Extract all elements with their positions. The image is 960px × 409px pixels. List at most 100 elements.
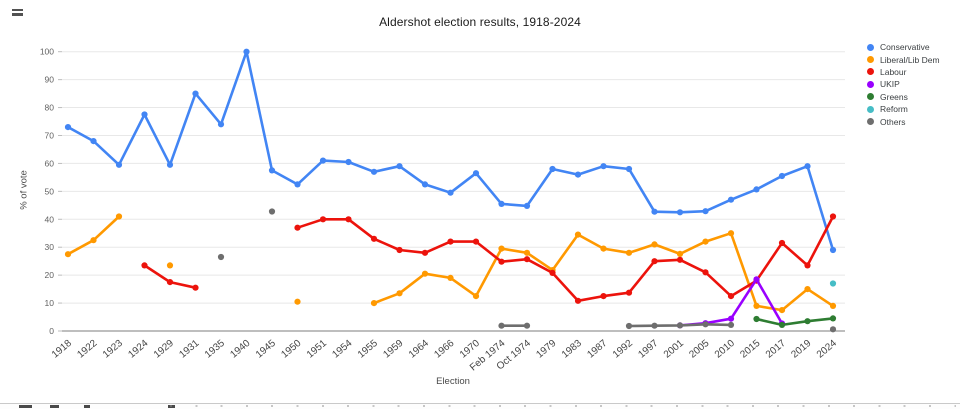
x-tick-label: 2010 — [713, 338, 737, 361]
data-point-conservative[interactable] — [319, 157, 327, 164]
data-point-others[interactable] — [702, 321, 709, 328]
data-point-others[interactable] — [625, 322, 633, 330]
data-point-conservative[interactable] — [829, 246, 837, 254]
data-point-conservative[interactable] — [600, 163, 607, 170]
data-point-labour[interactable] — [676, 256, 684, 263]
data-point-greens[interactable] — [829, 315, 837, 322]
data-point-others[interactable] — [268, 208, 276, 215]
data-point-ukip[interactable] — [753, 276, 760, 283]
data-point-conservative[interactable] — [64, 124, 72, 131]
data-point-labour[interactable] — [472, 238, 480, 245]
data-point-labour[interactable] — [727, 293, 735, 300]
data-point-liberal-lib-dem[interactable] — [370, 300, 378, 307]
data-point-others[interactable] — [676, 322, 684, 329]
data-point-conservative[interactable] — [498, 200, 505, 207]
data-point-conservative[interactable] — [396, 163, 403, 170]
data-point-labour[interactable] — [702, 269, 709, 276]
data-point-labour[interactable] — [192, 284, 199, 291]
data-point-labour[interactable] — [804, 262, 811, 269]
data-point-conservative[interactable] — [523, 202, 531, 209]
data-point-liberal-lib-dem[interactable] — [64, 251, 72, 258]
data-point-conservative[interactable] — [192, 90, 199, 97]
data-point-liberal-lib-dem[interactable] — [90, 237, 97, 244]
data-point-reform[interactable] — [829, 280, 837, 287]
data-point-liberal-lib-dem[interactable] — [166, 262, 174, 269]
data-point-liberal-lib-dem[interactable] — [472, 293, 480, 300]
data-point-greens[interactable] — [778, 321, 786, 328]
data-point-liberal-lib-dem[interactable] — [702, 238, 709, 245]
data-point-liberal-lib-dem[interactable] — [294, 298, 301, 305]
data-point-liberal-lib-dem[interactable] — [651, 241, 658, 248]
data-point-conservative[interactable] — [115, 161, 123, 168]
data-point-liberal-lib-dem[interactable] — [676, 250, 684, 257]
data-point-conservative[interactable] — [753, 186, 760, 193]
data-point-others[interactable] — [651, 322, 658, 329]
data-point-liberal-lib-dem[interactable] — [498, 245, 505, 252]
data-point-conservative[interactable] — [447, 189, 454, 196]
data-point-conservative[interactable] — [702, 208, 709, 215]
data-point-liberal-lib-dem[interactable] — [727, 230, 735, 237]
data-point-conservative[interactable] — [778, 172, 786, 180]
x-tick-label: 1945 — [254, 338, 278, 361]
data-point-conservative[interactable] — [294, 181, 301, 188]
data-point-labour[interactable] — [319, 216, 327, 223]
data-point-conservative[interactable] — [243, 48, 250, 55]
y-tick-label: 0 — [49, 326, 54, 336]
data-point-conservative[interactable] — [472, 170, 480, 177]
data-point-liberal-lib-dem[interactable] — [829, 302, 837, 309]
data-point-greens[interactable] — [753, 315, 760, 323]
data-point-labour[interactable] — [166, 279, 174, 286]
data-point-conservative[interactable] — [268, 167, 276, 174]
data-point-conservative[interactable] — [141, 111, 148, 118]
data-point-conservative[interactable] — [345, 158, 352, 166]
data-point-ukip[interactable] — [727, 315, 735, 322]
data-point-conservative[interactable] — [676, 209, 684, 216]
data-point-labour[interactable] — [523, 256, 531, 263]
data-point-labour[interactable] — [574, 297, 582, 304]
data-point-labour[interactable] — [829, 213, 837, 220]
data-point-labour[interactable] — [600, 293, 607, 300]
data-point-conservative[interactable] — [90, 138, 97, 145]
data-point-labour[interactable] — [625, 289, 633, 296]
data-point-conservative[interactable] — [625, 165, 633, 173]
data-point-labour[interactable] — [421, 249, 429, 256]
data-point-labour[interactable] — [498, 258, 505, 265]
series-line-conservative — [66, 50, 835, 252]
data-point-labour[interactable] — [345, 216, 352, 223]
data-point-conservative[interactable] — [166, 161, 174, 168]
data-point-others[interactable] — [523, 322, 531, 329]
data-point-labour[interactable] — [294, 224, 301, 231]
data-point-others[interactable] — [727, 321, 735, 328]
data-point-labour[interactable] — [396, 246, 403, 254]
data-point-conservative[interactable] — [651, 208, 658, 215]
data-point-liberal-lib-dem[interactable] — [523, 249, 531, 256]
data-point-conservative[interactable] — [217, 121, 225, 128]
data-point-conservative[interactable] — [549, 165, 556, 173]
data-point-others[interactable] — [829, 326, 837, 333]
data-point-liberal-lib-dem[interactable] — [778, 307, 786, 314]
data-point-liberal-lib-dem[interactable] — [447, 274, 454, 281]
data-point-labour[interactable] — [141, 262, 148, 269]
data-point-labour[interactable] — [651, 258, 658, 265]
data-point-others[interactable] — [217, 253, 225, 261]
data-point-liberal-lib-dem[interactable] — [804, 286, 811, 293]
data-point-liberal-lib-dem[interactable] — [753, 302, 760, 309]
data-point-conservative[interactable] — [370, 168, 378, 175]
data-point-conservative[interactable] — [804, 163, 811, 170]
data-point-labour[interactable] — [778, 239, 786, 247]
data-point-labour[interactable] — [549, 269, 556, 276]
data-point-liberal-lib-dem[interactable] — [421, 270, 429, 277]
data-point-labour[interactable] — [370, 235, 378, 242]
data-point-conservative[interactable] — [727, 196, 735, 203]
data-point-liberal-lib-dem[interactable] — [574, 231, 582, 238]
data-point-others[interactable] — [498, 322, 505, 329]
data-point-liberal-lib-dem[interactable] — [625, 249, 633, 256]
data-point-conservative[interactable] — [421, 181, 429, 188]
data-point-liberal-lib-dem[interactable] — [115, 213, 123, 220]
data-point-liberal-lib-dem[interactable] — [600, 245, 607, 252]
data-point-greens[interactable] — [804, 318, 811, 325]
data-point-liberal-lib-dem[interactable] — [396, 290, 403, 297]
data-point-labour[interactable] — [447, 238, 454, 245]
data-point-conservative[interactable] — [574, 171, 582, 178]
